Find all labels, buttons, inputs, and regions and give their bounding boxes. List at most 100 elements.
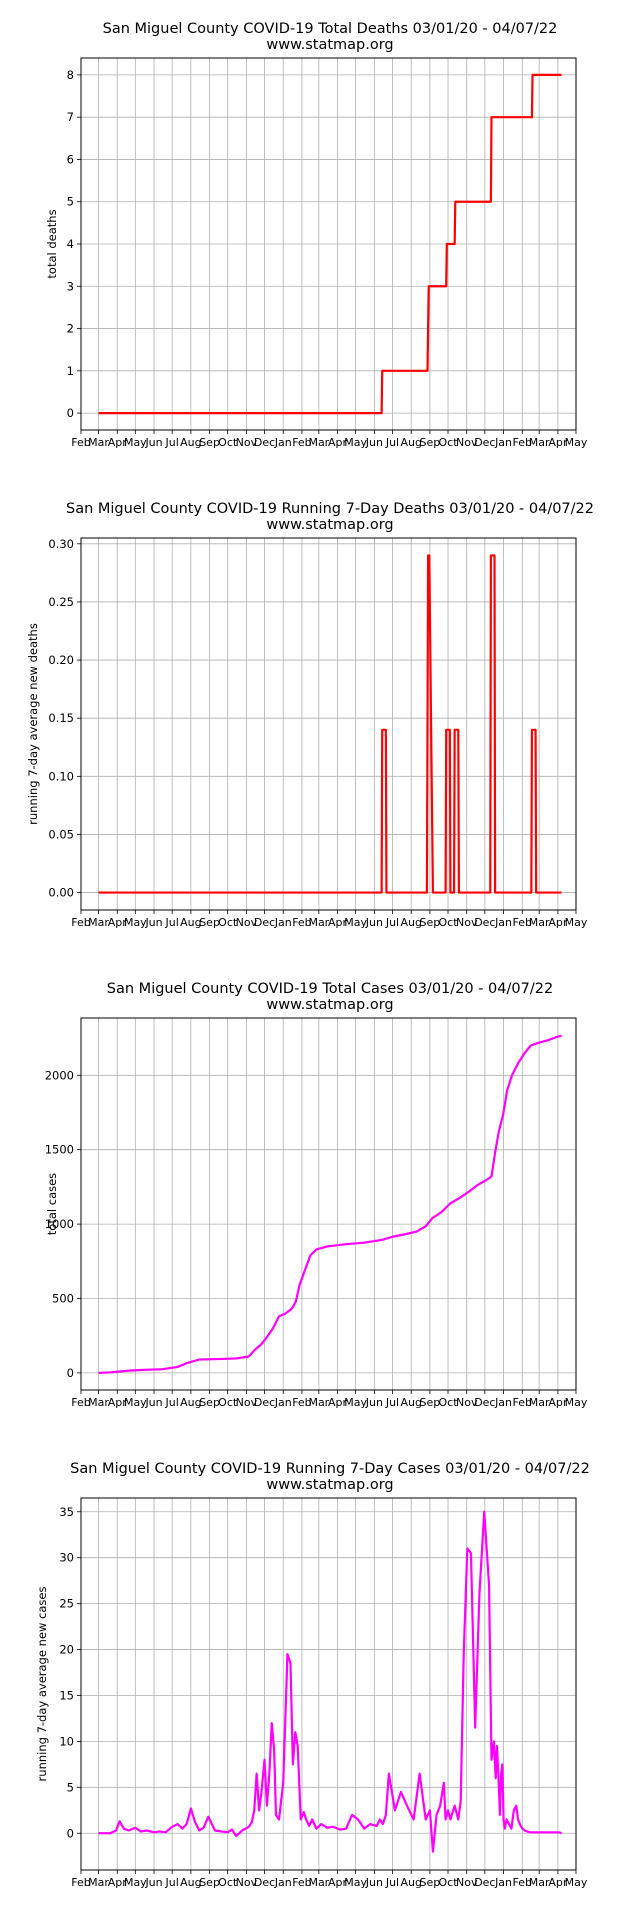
y-tick-label: 1000	[45, 1217, 74, 1231]
x-tick-label: Oct	[439, 916, 459, 929]
x-tick-label: Jul	[385, 1396, 399, 1409]
x-tick-label: Aug	[400, 1396, 421, 1409]
x-tick-label: Feb	[71, 1396, 90, 1409]
y-tick-label: 1	[67, 364, 74, 378]
x-tick-label: Sep	[199, 916, 220, 929]
y-tick-label: 0.15	[48, 711, 74, 725]
x-tick-label: Sep	[420, 916, 441, 929]
x-tick-label: Jan	[274, 436, 292, 449]
chart-svg: San Miguel County COVID-19 Running 7-Day…	[26, 501, 594, 929]
y-tick-label: 7	[67, 110, 74, 124]
chart-subtitle: www.statmap.org	[266, 997, 393, 1013]
x-tick-label: Jul	[385, 1876, 399, 1889]
x-tick-label: May	[565, 916, 588, 929]
x-tick-label: Sep	[420, 436, 441, 449]
x-tick-label: Sep	[199, 1396, 220, 1409]
y-tick-label: 0	[67, 1366, 74, 1380]
y-axis-label: running 7-day average new cases	[35, 1587, 49, 1782]
y-tick-label: 0	[67, 406, 74, 420]
x-tick-label: Apr	[328, 436, 348, 449]
y-tick-label: 6	[67, 152, 74, 166]
x-tick-label: Sep	[199, 436, 220, 449]
x-tick-label: Mar	[308, 916, 329, 929]
x-tick-label: Aug	[400, 436, 421, 449]
x-tick-label: Dec	[254, 916, 275, 929]
x-tick-label: May	[344, 1876, 367, 1889]
x-tick-label: Jul	[165, 1396, 179, 1409]
x-tick-label: Jun	[365, 1876, 383, 1889]
x-tick-label: Feb	[513, 1396, 532, 1409]
x-tick-label: Jul	[165, 1876, 179, 1889]
x-tick-label: Aug	[180, 436, 201, 449]
chart-subtitle: www.statmap.org	[266, 517, 393, 533]
x-tick-label: Dec	[254, 1876, 275, 1889]
x-tick-label: Oct	[218, 916, 238, 929]
y-tick-label: 20	[59, 1643, 74, 1657]
x-tick-label: Feb	[292, 916, 311, 929]
y-tick-label: 500	[52, 1291, 74, 1305]
x-tick-label: Jun	[144, 916, 162, 929]
x-tick-label: Oct	[439, 1396, 459, 1409]
x-tick-label: Dec	[254, 436, 275, 449]
x-tick-label: Dec	[474, 1876, 495, 1889]
x-tick-label: Mar	[88, 436, 109, 449]
x-tick-label: Mar	[529, 436, 550, 449]
chart-svg: San Miguel County COVID-19 Total Deaths …	[45, 21, 588, 449]
x-tick-label: Dec	[254, 1396, 275, 1409]
x-tick-label: Jun	[365, 1396, 383, 1409]
chart-title: San Miguel County COVID-19 Running 7-Day…	[66, 501, 594, 517]
chart-running-deaths: San Miguel County COVID-19 Running 7-Day…	[0, 480, 640, 960]
x-tick-label: Apr	[108, 436, 128, 449]
plot-frame	[80, 1497, 577, 1871]
x-tick-label: Dec	[474, 916, 495, 929]
x-tick-label: Nov	[236, 916, 258, 929]
y-tick-label: 25	[59, 1597, 74, 1611]
x-tick-label: May	[124, 1396, 147, 1409]
y-axis-label: running 7-day average new deaths	[26, 623, 40, 825]
x-tick-label: Sep	[420, 1876, 441, 1889]
x-tick-label: Jun	[365, 436, 383, 449]
x-tick-label: Apr	[108, 916, 128, 929]
x-tick-label: Nov	[236, 1876, 258, 1889]
x-tick-label: Nov	[456, 916, 478, 929]
y-tick-label: 5	[67, 1780, 74, 1794]
x-tick-label: May	[565, 1876, 588, 1889]
x-tick-label: May	[565, 1396, 588, 1409]
x-tick-label: Mar	[529, 1876, 550, 1889]
x-tick-label: Sep	[420, 1396, 441, 1409]
chart-svg: San Miguel County COVID-19 Total Cases 0…	[45, 981, 588, 1409]
x-tick-label: Apr	[328, 1396, 348, 1409]
x-tick-label: Jan	[494, 1396, 512, 1409]
x-tick-label: Mar	[88, 916, 109, 929]
x-tick-label: May	[124, 916, 147, 929]
x-tick-label: Dec	[474, 1396, 495, 1409]
x-tick-label: Nov	[236, 436, 258, 449]
x-tick-label: Oct	[439, 436, 459, 449]
chart-subtitle: www.statmap.org	[266, 37, 393, 53]
y-tick-label: 2	[67, 322, 74, 336]
x-tick-label: Aug	[400, 1876, 421, 1889]
series-line	[98, 1034, 562, 1374]
x-tick-label: Apr	[108, 1876, 128, 1889]
y-tick-label: 0.00	[48, 886, 74, 900]
x-tick-label: May	[565, 436, 588, 449]
x-tick-label: Jul	[165, 436, 179, 449]
x-tick-label: Oct	[218, 1396, 238, 1409]
series-line	[98, 554, 562, 894]
x-tick-label: Feb	[513, 436, 532, 449]
y-tick-label: 4	[67, 237, 74, 251]
x-tick-label: Mar	[529, 916, 550, 929]
series-line	[98, 73, 562, 415]
chart-total-cases: San Miguel County COVID-19 Total Cases 0…	[0, 960, 640, 1440]
x-tick-label: Mar	[308, 1876, 329, 1889]
x-tick-label: May	[344, 916, 367, 929]
x-tick-label: Nov	[236, 1396, 258, 1409]
x-tick-label: May	[124, 436, 147, 449]
x-tick-label: Oct	[439, 1876, 459, 1889]
y-tick-label: 2000	[45, 1068, 74, 1082]
x-tick-label: Jan	[494, 916, 512, 929]
x-tick-label: Feb	[71, 1876, 90, 1889]
x-tick-label: Feb	[292, 436, 311, 449]
series-line	[98, 1510, 562, 1853]
x-tick-label: Apr	[548, 436, 568, 449]
